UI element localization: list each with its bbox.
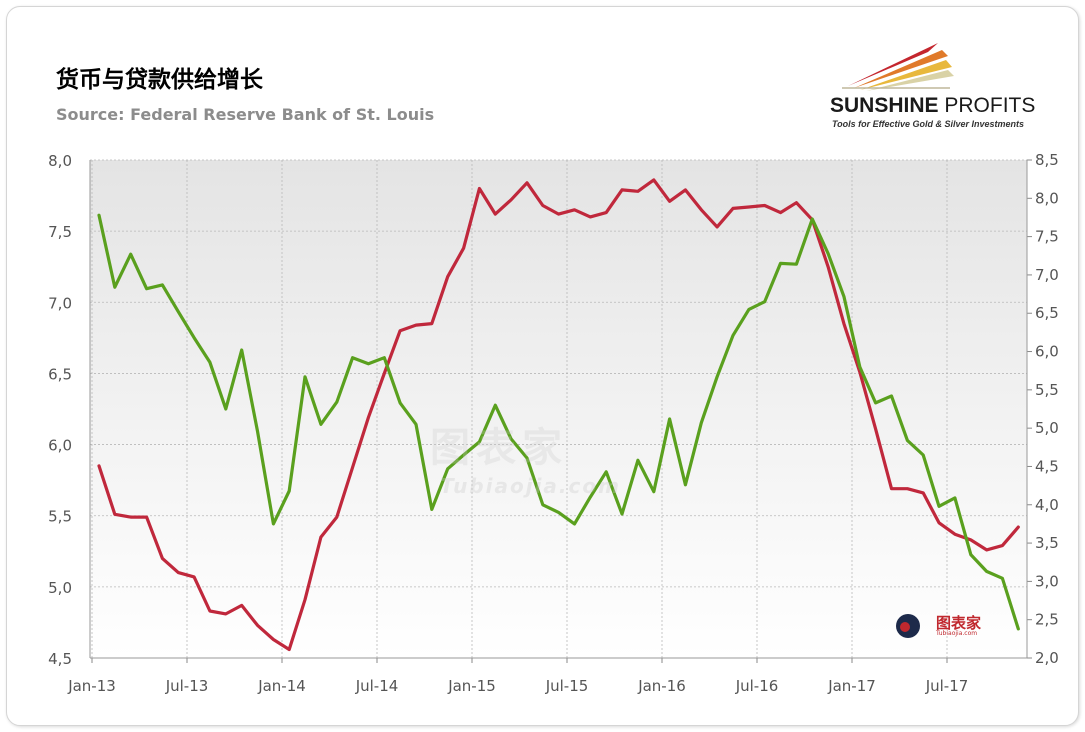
sunshine-profits-logo: SUNSHINE PROFITS Tools for Effective Gol…: [820, 36, 1035, 136]
x-tick-label: Jul-14: [355, 677, 399, 695]
x-tick-label: Jul-17: [925, 677, 969, 695]
y-right-tick-label: 3,0: [1035, 572, 1059, 590]
y-right-tick-label: 3,5: [1035, 534, 1059, 552]
y-right-tick-label: 2,0: [1035, 649, 1059, 667]
watermark-large: 图表家: [430, 425, 568, 471]
chart-title: 货币与贷款供给增长: [56, 67, 263, 93]
x-tick-label: Jan-17: [827, 677, 876, 695]
watermark-sub: Tubiaojia.com: [936, 630, 978, 637]
y-left-tick-label: 6,0: [48, 437, 72, 455]
y-right-tick-label: 6,5: [1035, 304, 1059, 322]
watermark-text: 图表家: [936, 614, 982, 632]
y-left-tick-label: 5,5: [48, 508, 72, 526]
watermark-large-sub: Tubiaojia.com: [440, 474, 621, 498]
y-right-tick-label: 7,5: [1035, 228, 1059, 246]
y-left-tick-label: 7,0: [48, 294, 72, 312]
y-right-tick-label: 6,0: [1035, 343, 1059, 361]
logo-name: SUNSHINE PROFITS: [830, 94, 1035, 118]
x-tick-label: Jul-16: [735, 677, 779, 695]
y-right-tick-label: 7,0: [1035, 266, 1059, 284]
grid-lines: [90, 159, 1027, 659]
y-left-tick-label: 4,5: [48, 650, 72, 668]
y-left-tick-label: 7,5: [48, 223, 72, 241]
watermark-badge: 图表家 Tubiaojia.com: [892, 610, 992, 642]
x-tick-label: Jan-13: [67, 677, 116, 695]
x-tick-label: Jan-14: [257, 677, 306, 695]
y-right-tick-label: 4,5: [1035, 457, 1059, 475]
axes: 4,5 5,0 5,5 6,0 6,5 7,0 7,5 8,0 2,0 2,5 3,0 3,5 4,0 4…: [48, 151, 1059, 695]
x-tick-label: Jan-15: [447, 677, 496, 695]
y-right-tick-label: 5,5: [1035, 381, 1059, 399]
y-right-tick-label: 8,5: [1035, 151, 1059, 169]
series-lines: [97, 178, 1020, 652]
series-line-right: [97, 213, 1020, 631]
watermark-logo-icon: [896, 614, 920, 638]
logo-tagline: Tools for Effective Gold & Silver Invest…: [832, 119, 1025, 129]
x-tick-label: Jul-15: [545, 677, 589, 695]
chart-source: Source: Federal Reserve Bank of St. Loui…: [56, 105, 435, 124]
logo-rays-icon: [842, 43, 954, 91]
x-tick-label: Jul-13: [165, 677, 209, 695]
plot-area: [90, 160, 1027, 658]
y-right-tick-label: 8,0: [1035, 189, 1059, 207]
y-left-tick-label: 5,0: [48, 579, 72, 597]
y-left-tick-label: 6,5: [48, 365, 72, 383]
logo-name-light: PROFITS: [938, 94, 1036, 117]
y-right-tick-label: 5,0: [1035, 419, 1059, 437]
series-line-left: [97, 178, 1020, 652]
y-right-tick-label: 2,5: [1035, 611, 1059, 629]
y-left-tick-label: 8,0: [48, 152, 72, 170]
y-right-tick-label: 4,0: [1035, 496, 1059, 514]
x-tick-label: Jan-16: [637, 677, 686, 695]
logo-name-bold: SUNSHINE: [830, 94, 939, 117]
